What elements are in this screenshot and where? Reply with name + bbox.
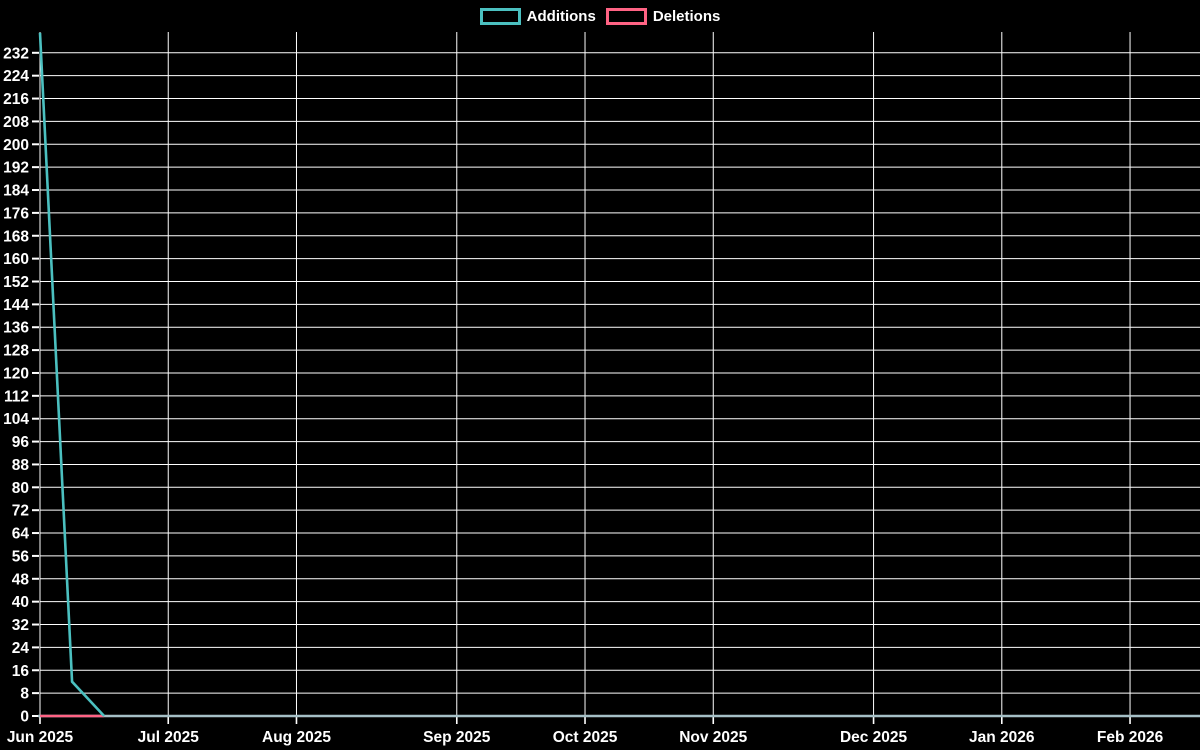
y-axis-label: 200: [3, 137, 29, 154]
y-axis-label: 184: [3, 183, 29, 200]
x-axis-label: Jan 2026: [969, 729, 1035, 746]
additions-line: [38, 32, 106, 717]
y-axis-label: 64: [12, 526, 30, 543]
y-axis-label: 176: [3, 205, 29, 222]
additions-swatch-icon: [479, 8, 521, 25]
y-axis-label: 96: [12, 434, 30, 451]
y-axis-label: 16: [12, 663, 30, 680]
y-axis-label: 144: [3, 297, 29, 314]
y-axis-label: 216: [3, 91, 29, 108]
y-axis-label: 56: [12, 548, 30, 565]
deletions-swatch-icon: [605, 8, 647, 25]
x-axis-label: Nov 2025: [679, 729, 747, 746]
y-axis-label: 80: [12, 480, 29, 497]
y-axis-label: 120: [3, 365, 29, 382]
x-axis-label: Sep 2025: [423, 729, 491, 746]
y-axis-label: 152: [3, 274, 29, 291]
x-axis-label: Feb 2026: [1097, 729, 1164, 746]
x-axis-label: Aug 2025: [262, 729, 331, 746]
legend-item-additions[interactable]: Additions: [479, 8, 596, 25]
x-axis-label: Jul 2025: [138, 729, 200, 746]
y-axis-label: 136: [3, 320, 29, 337]
y-axis-label: 8: [20, 686, 29, 703]
y-axis-label: 112: [4, 388, 29, 405]
y-axis-label: 88: [12, 457, 30, 474]
legend-item-deletions[interactable]: Deletions: [605, 8, 721, 25]
chart-legend: Additions Deletions: [0, 8, 1200, 25]
y-axis-label: 32: [12, 617, 29, 634]
y-axis-label: 192: [3, 160, 29, 177]
legend-label-deletions: Deletions: [652, 8, 721, 25]
y-axis-label: 128: [3, 343, 29, 360]
y-axis-label: 160: [3, 251, 29, 268]
y-axis-label: 48: [12, 571, 30, 588]
y-axis-label: 208: [3, 114, 29, 131]
x-axis-label: Jun 2025: [7, 729, 74, 746]
legend-label-additions: Additions: [526, 8, 596, 25]
y-axis-label: 0: [20, 709, 29, 726]
y-axis-label: 224: [3, 68, 29, 85]
y-axis-label: 104: [3, 411, 29, 428]
y-axis-label: 40: [12, 594, 29, 611]
x-axis-label: Dec 2025: [840, 729, 908, 746]
x-axis-label: Oct 2025: [553, 729, 618, 746]
y-axis-label: 24: [12, 640, 30, 657]
y-axis-label: 168: [3, 228, 29, 245]
y-axis-label: 72: [12, 503, 29, 520]
y-axis-label: 232: [3, 45, 29, 62]
